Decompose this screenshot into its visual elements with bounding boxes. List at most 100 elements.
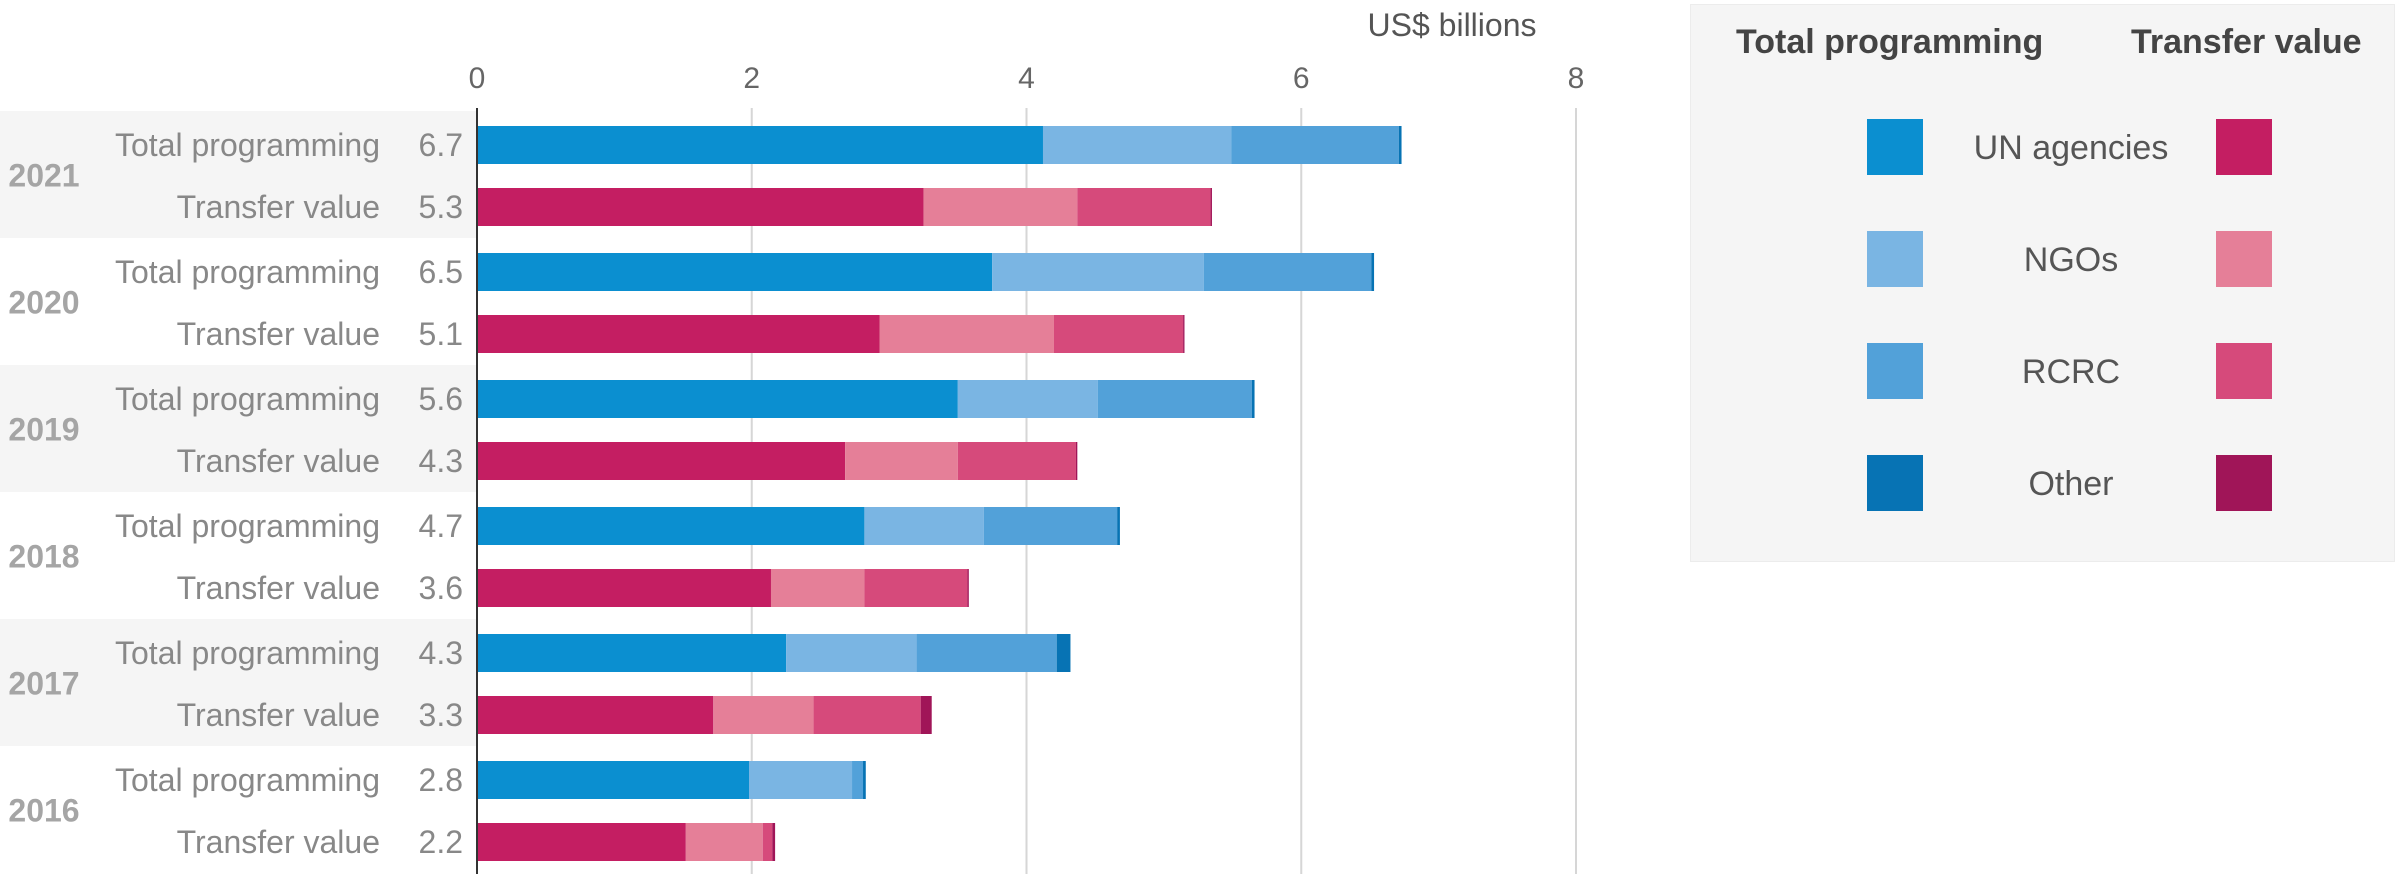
legend-label: NGOs bbox=[2023, 241, 2119, 279]
bar-2020-transfer-value-other bbox=[1183, 315, 1185, 353]
legend-item-un-agencies: UN agencies bbox=[1691, 119, 2396, 175]
bar-2020-transfer-value-rcrc bbox=[1053, 315, 1184, 353]
row-label-2017-total-programming: Total programming bbox=[115, 635, 380, 671]
bar-2016-transfer-value-un-agencies bbox=[477, 823, 686, 861]
bar-2020-total-programming-other bbox=[1371, 253, 1375, 291]
row-label-2016-transfer-value: Transfer value bbox=[177, 824, 380, 860]
legend-swatch-programming-rcrc bbox=[1867, 343, 1923, 399]
bar-2021-total-programming-rcrc bbox=[1231, 126, 1399, 164]
bar-2019-transfer-value-ngos bbox=[845, 442, 958, 480]
legend-swatch-programming-un-agencies bbox=[1867, 119, 1923, 175]
bar-2017-transfer-value-rcrc bbox=[813, 696, 921, 734]
bar-2018-transfer-value-un-agencies bbox=[477, 569, 771, 607]
x-tick-labels: 0 2 4 6 8 bbox=[469, 62, 1585, 95]
bar-2016-total-programming-other bbox=[863, 761, 866, 799]
total-label-2020-total-programming: 6.5 bbox=[419, 254, 463, 290]
bar-2021-total-programming-other bbox=[1398, 126, 1402, 164]
total-label-2019-transfer-value: 4.3 bbox=[419, 443, 463, 479]
bar-2019-transfer-value-un-agencies bbox=[477, 442, 846, 480]
bar-2016-transfer-value-rcrc bbox=[762, 823, 773, 861]
row-label-2017-transfer-value: Transfer value bbox=[177, 697, 380, 733]
unit-label: US$ billions bbox=[1368, 7, 1537, 43]
year-label-2016: 2016 bbox=[8, 793, 79, 829]
bar-2021-transfer-value-rcrc bbox=[1077, 188, 1211, 226]
bar-2019-transfer-value-rcrc bbox=[957, 442, 1076, 480]
bar-2016-total-programming-ngos bbox=[749, 761, 853, 799]
x-tick-label-0: 0 bbox=[469, 62, 486, 95]
bar-2020-transfer-value-un-agencies bbox=[477, 315, 880, 353]
year-band-2017 bbox=[0, 619, 477, 746]
year-label-2021: 2021 bbox=[8, 158, 79, 194]
row-label-2019-total-programming: Total programming bbox=[115, 381, 380, 417]
total-label-2016-transfer-value: 2.2 bbox=[419, 824, 463, 860]
bar-2020-total-programming-ngos bbox=[992, 253, 1204, 291]
total-label-2017-transfer-value: 3.3 bbox=[419, 697, 463, 733]
legend-swatch-transfer-other bbox=[2216, 455, 2272, 511]
legend-header-transfer-value: Transfer value bbox=[2131, 23, 2362, 61]
bar-2020-transfer-value-ngos bbox=[879, 315, 1054, 353]
row-label-2021-transfer-value: Transfer value bbox=[177, 189, 380, 225]
bar-2017-transfer-value-other bbox=[920, 696, 932, 734]
total-label-2016-total-programming: 2.8 bbox=[419, 762, 463, 798]
bar-2018-total-programming-other bbox=[1117, 507, 1120, 545]
row-labels: 2021 Total programming 6.7 Transfer value 5.… bbox=[8, 127, 463, 860]
total-label-2021-total-programming: 6.7 bbox=[419, 127, 463, 163]
bar-2018-transfer-value-ngos bbox=[770, 569, 865, 607]
total-label-2018-total-programming: 4.7 bbox=[419, 508, 463, 544]
bar-2017-transfer-value-ngos bbox=[713, 696, 814, 734]
year-band-2021 bbox=[0, 111, 477, 238]
bar-2017-transfer-value-un-agencies bbox=[477, 696, 714, 734]
gridlines bbox=[750, 108, 1577, 874]
bar-2017-total-programming-ngos bbox=[786, 634, 917, 672]
row-label-2020-transfer-value: Transfer value bbox=[177, 316, 380, 352]
row-label-2021-total-programming: Total programming bbox=[115, 127, 380, 163]
year-bands bbox=[0, 111, 477, 746]
bars bbox=[477, 126, 1402, 861]
legend-item-ngos: NGOs bbox=[1691, 231, 2396, 287]
legend-label: UN agencies bbox=[1973, 129, 2169, 167]
bar-2021-transfer-value-un-agencies bbox=[477, 188, 924, 226]
bar-2020-total-programming-rcrc bbox=[1203, 253, 1372, 291]
bar-2017-total-programming-un-agencies bbox=[477, 634, 787, 672]
bar-2017-total-programming-other bbox=[1056, 634, 1071, 672]
row-label-2018-total-programming: Total programming bbox=[115, 508, 380, 544]
bar-2016-total-programming-rcrc bbox=[852, 761, 864, 799]
bar-2016-transfer-value-other bbox=[772, 823, 776, 861]
bar-2021-total-programming-un-agencies bbox=[477, 126, 1043, 164]
bar-2019-transfer-value-other bbox=[1075, 442, 1078, 480]
legend-item-rcrc: RCRC bbox=[1691, 343, 2396, 399]
year-label-2019: 2019 bbox=[8, 412, 79, 448]
legend-item-other: Other bbox=[1691, 455, 2396, 511]
legend: Total programming Transfer value UN agen… bbox=[1690, 4, 2395, 562]
row-label-2019-transfer-value: Transfer value bbox=[177, 443, 380, 479]
legend-swatch-transfer-rcrc bbox=[2216, 343, 2272, 399]
year-label-2017: 2017 bbox=[8, 666, 79, 702]
bar-2018-transfer-value-other bbox=[967, 569, 969, 607]
legend-swatch-programming-ngos bbox=[1867, 231, 1923, 287]
bar-2018-total-programming-ngos bbox=[864, 507, 984, 545]
row-label-2020-total-programming: Total programming bbox=[115, 254, 380, 290]
bar-2018-total-programming-rcrc bbox=[983, 507, 1118, 545]
year-band-2019 bbox=[0, 365, 477, 492]
legend-swatch-transfer-un-agencies bbox=[2216, 119, 2272, 175]
row-label-2016-total-programming: Total programming bbox=[115, 762, 380, 798]
bar-2018-total-programming-un-agencies bbox=[477, 507, 865, 545]
bar-2021-transfer-value-other bbox=[1210, 188, 1212, 226]
row-label-2018-transfer-value: Transfer value bbox=[177, 570, 380, 606]
legend-label: RCRC bbox=[2021, 353, 2121, 391]
bar-2019-total-programming-rcrc bbox=[1097, 380, 1252, 418]
x-tick-label-4: 4 bbox=[1018, 62, 1035, 95]
x-tick-label-6: 6 bbox=[1293, 62, 1310, 95]
x-tick-label-8: 8 bbox=[1568, 62, 1585, 95]
bar-2016-total-programming-un-agencies bbox=[477, 761, 750, 799]
bar-2019-total-programming-other bbox=[1251, 380, 1255, 418]
legend-swatch-transfer-ngos bbox=[2216, 231, 2272, 287]
year-label-2018: 2018 bbox=[8, 539, 79, 575]
x-tick-label-2: 2 bbox=[743, 62, 760, 95]
total-label-2018-transfer-value: 3.6 bbox=[419, 570, 463, 606]
bar-2017-total-programming-rcrc bbox=[916, 634, 1057, 672]
bar-2020-total-programming-un-agencies bbox=[477, 253, 993, 291]
bar-2021-total-programming-ngos bbox=[1042, 126, 1232, 164]
bar-2018-transfer-value-rcrc bbox=[864, 569, 968, 607]
year-label-2020: 2020 bbox=[8, 285, 79, 321]
